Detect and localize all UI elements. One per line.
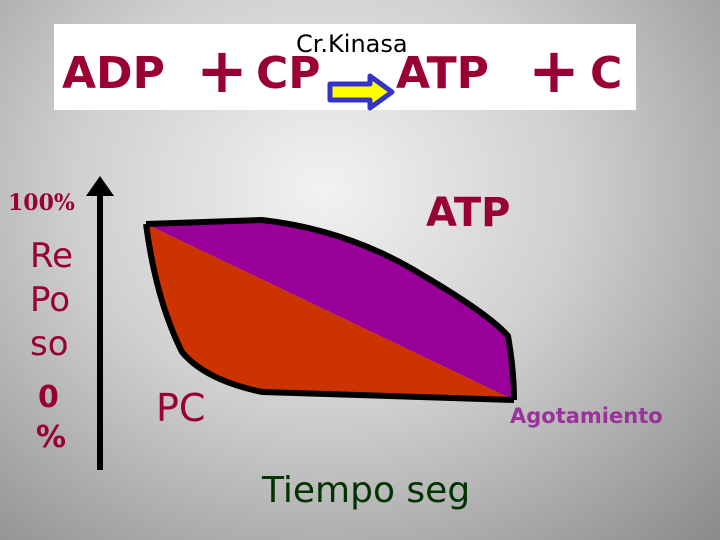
atp-curve — [145, 217, 517, 401]
y-axis-arrowhead-icon — [86, 176, 114, 196]
product-c: C — [590, 48, 623, 99]
reactant-adp: ADP — [62, 48, 165, 99]
pc-region-label: PC — [156, 386, 206, 430]
plus-sign-2: + — [528, 34, 580, 107]
exhaustion-label: Agotamiento — [510, 404, 663, 428]
atp-region — [146, 220, 514, 400]
y-title-line-2: Po — [30, 280, 71, 320]
enzyme-label: Cr.Kinasa — [296, 30, 408, 58]
atp-region-label: ATP — [426, 190, 511, 236]
x-axis-title: Tiempo seg — [262, 470, 471, 511]
product-atp: ATP — [396, 48, 489, 99]
plus-sign-1: + — [196, 34, 248, 107]
y-title-line-3: so — [30, 324, 69, 364]
y-top-label: 100% — [8, 190, 75, 216]
y-bottom-line-1: 0 — [38, 380, 59, 415]
reactant-cp: CP — [256, 48, 321, 99]
y-title-line-1: Re — [30, 236, 74, 276]
pc-curve — [143, 223, 515, 403]
y-bottom-line-2: % — [36, 420, 67, 455]
reaction-arrow-icon — [327, 73, 395, 111]
